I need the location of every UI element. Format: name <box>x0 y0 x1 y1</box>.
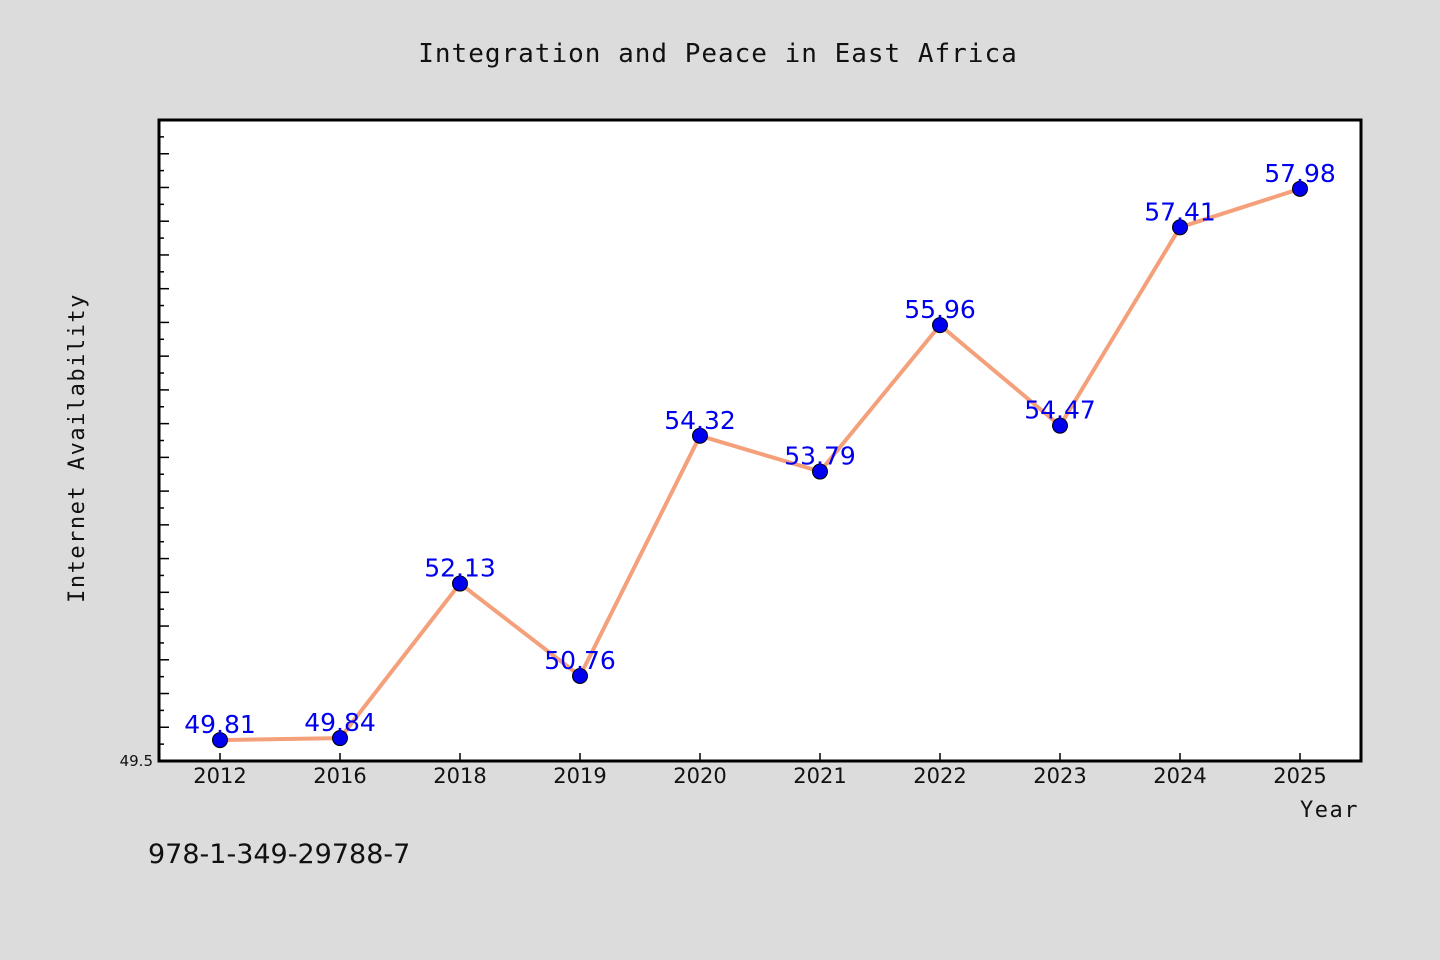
x-tick-label: 2020 <box>673 764 726 788</box>
data-point-marker <box>1172 219 1188 236</box>
data-point-label: 55.96 <box>904 295 976 324</box>
chart-title: Integration and Peace in East Africa <box>418 39 1018 69</box>
y-axis-ticks <box>159 119 169 762</box>
data-point-marker <box>332 730 348 747</box>
x-axis-tick-labels: 2012 2016 2018 2019 2020 2021 2022 2023 2024 2025 <box>193 764 1326 788</box>
x-tick-label: 2023 <box>1033 764 1086 788</box>
x-tick-label: 2022 <box>913 764 966 788</box>
x-tick-label: 2019 <box>553 764 606 788</box>
data-point-label: 54.47 <box>1024 396 1096 425</box>
data-markers <box>212 180 1308 749</box>
data-point-marker <box>692 427 708 444</box>
data-point-label: 57.98 <box>1264 159 1336 188</box>
data-point-marker <box>932 317 948 334</box>
data-point-label: 54.32 <box>664 406 736 435</box>
data-point-label: 49.81 <box>184 710 256 739</box>
data-point-marker <box>1292 180 1308 197</box>
x-tick-label: 2012 <box>193 764 246 788</box>
data-point-label: 50.76 <box>544 646 616 675</box>
y-axis-min-label: 49.5 <box>120 752 153 770</box>
x-tick-label: 2021 <box>793 764 846 788</box>
data-point-marker <box>212 732 228 749</box>
isbn-annotation: 978-1-349-29788-7 <box>148 839 410 870</box>
data-point-label: 52.13 <box>424 554 496 583</box>
x-tick-label: 2024 <box>1153 764 1206 788</box>
data-point-marker <box>452 575 468 592</box>
data-point-marker <box>1052 417 1068 434</box>
data-point-marker <box>572 667 588 684</box>
x-tick-label: 2016 <box>313 764 366 788</box>
y-axis-label: Internet Availability <box>65 293 90 603</box>
data-point-label: 57.41 <box>1144 197 1216 226</box>
plot-area <box>157 118 1363 763</box>
data-labels: 49.81 49.84 52.13 50.76 54.32 53.79 55.96 54.47… <box>184 159 1336 739</box>
data-point-label: 53.79 <box>784 442 856 471</box>
x-tick-label: 2018 <box>433 764 486 788</box>
data-point-label: 49.84 <box>304 708 376 737</box>
series-line <box>218 186 1302 743</box>
x-tick-label: 2025 <box>1273 764 1326 788</box>
data-point-marker <box>812 463 828 480</box>
x-axis-ticks <box>219 753 1301 761</box>
x-axis-label: Year <box>1300 798 1359 823</box>
series-line-group <box>218 186 1302 743</box>
